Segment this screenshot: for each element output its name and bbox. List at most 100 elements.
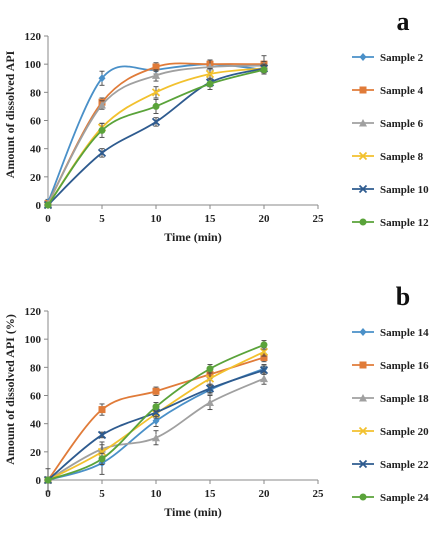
chart-a-x-tick-label: 20 bbox=[259, 213, 271, 225]
chart-b-svg: 0 5 10 15 20 25 0 20 40 60 80 100 120 Time (min) Amoun… bbox=[3, 282, 429, 519]
chart-b-x-tick-label: 15 bbox=[205, 488, 217, 500]
chart-b-legend-marker bbox=[359, 493, 367, 501]
chart-a-series-6 bbox=[44, 65, 268, 209]
chart-b-data-point bbox=[259, 366, 269, 375]
chart-a-legend-marker bbox=[359, 53, 367, 61]
chart-a-data-point bbox=[152, 71, 160, 79]
chart-a-legend-entry: Sample 6 bbox=[352, 118, 424, 130]
chart-b-legend-marker bbox=[358, 459, 368, 469]
chart-b-legend-entry: Sample 16 bbox=[352, 360, 429, 372]
chart-a-data-point bbox=[44, 201, 52, 209]
chart-b-data-point bbox=[97, 430, 107, 440]
chart-a-data-point bbox=[151, 88, 161, 97]
chart-a-data-point bbox=[206, 80, 214, 88]
chart-a-data-point bbox=[260, 66, 268, 74]
chart-b-y-tick-label: 0 bbox=[36, 475, 42, 487]
chart-b-legend-entry: Sample 14 bbox=[352, 327, 429, 339]
chart-b-data-point bbox=[260, 353, 268, 361]
chart-b-x-tick-label: 0 bbox=[45, 488, 51, 500]
chart-a-data-point bbox=[152, 102, 160, 110]
chart-b-legend-entry: Sample 18 bbox=[352, 393, 429, 405]
chart-b-legend-marker bbox=[358, 426, 368, 436]
chart-b-x-tick-label: 10 bbox=[151, 488, 163, 500]
chart-b-data-point bbox=[152, 387, 160, 395]
chart-b-legend-label: Sample 22 bbox=[380, 459, 429, 471]
chart-b-data-point bbox=[98, 455, 106, 463]
chart-a-legend-entry: Sample 8 bbox=[352, 151, 424, 163]
chart-b-legend-marker bbox=[359, 394, 367, 402]
chart-a-panel-label: a bbox=[397, 7, 410, 36]
chart-a-legend-entry: Sample 12 bbox=[352, 217, 429, 229]
chart-b-data-point bbox=[206, 398, 214, 407]
chart-a-y-tick-label: 60 bbox=[30, 116, 42, 128]
chart-a-data-point bbox=[97, 148, 107, 158]
chart-b-data-point bbox=[205, 374, 215, 383]
chart-b-y-tick-label: 80 bbox=[30, 362, 42, 374]
chart-b-y-axis-title: Amount of dissolved API (%) bbox=[3, 314, 17, 465]
chart-b-panel-label: b bbox=[396, 282, 410, 311]
chart-b-data-point bbox=[152, 416, 160, 425]
chart-a-svg: 0 5 10 15 20 25 0 20 40 60 80 100 120 Time (min) Amoun… bbox=[3, 7, 429, 244]
chart-a-data-point bbox=[152, 63, 160, 71]
chart-a-x-tick-label: 10 bbox=[151, 213, 163, 225]
chart-a-data-point bbox=[151, 117, 161, 127]
chart-a-legend-marker bbox=[358, 151, 368, 161]
chart-a-x-tick-label: 5 bbox=[99, 213, 105, 225]
chart-a-legend-label: Sample 6 bbox=[380, 118, 424, 130]
chart-a-series-line bbox=[47, 64, 265, 205]
chart-b-legend-label: Sample 16 bbox=[380, 360, 429, 372]
chart-a-legend-label: Sample 8 bbox=[380, 151, 424, 163]
chart-a-y-axis-title: Amount of dissolved API bbox=[3, 50, 17, 178]
chart-a-x-axis-title: Time (min) bbox=[164, 230, 221, 244]
chart-a-x-tick-label: 0 bbox=[45, 213, 51, 225]
chart-b-data-point bbox=[152, 433, 160, 442]
chart-a-data-point bbox=[98, 101, 106, 109]
chart-a-x-tick-label: 15 bbox=[205, 213, 217, 225]
chart-a-legend-entry: Sample 4 bbox=[352, 85, 424, 97]
chart-b-x-tick-label: 5 bbox=[99, 488, 105, 500]
chart-b-legend-entry: Sample 22 bbox=[352, 459, 429, 471]
chart-a-y-tick-label: 20 bbox=[30, 172, 42, 184]
chart-a-series-4 bbox=[43, 63, 269, 210]
chart-a-series-line bbox=[47, 62, 265, 205]
chart-b-legend-label: Sample 14 bbox=[380, 327, 429, 339]
chart-b-data-point bbox=[260, 341, 268, 349]
chart-a-series-1 bbox=[44, 59, 268, 207]
chart-a-y-tick-label: 0 bbox=[36, 200, 42, 212]
chart-b-data-point bbox=[152, 403, 160, 411]
chart-a-y-tick-label: 120 bbox=[25, 31, 42, 43]
chart-b-y-tick-label: 40 bbox=[30, 419, 42, 431]
chart-b-data-point bbox=[206, 365, 214, 373]
chart-a-data-point bbox=[205, 69, 215, 79]
chart-a-data-point bbox=[98, 126, 106, 134]
chart-b-legend-entry: Sample 20 bbox=[352, 426, 429, 438]
chart-a-series-3 bbox=[44, 59, 268, 208]
chart-b-legend-entry: Sample 24 bbox=[352, 492, 429, 504]
chart-a-legend-marker bbox=[359, 86, 367, 94]
chart-b-y-tick-label: 20 bbox=[30, 447, 42, 459]
chart-b-data-point bbox=[98, 406, 106, 414]
chart-a-y-tick-label: 100 bbox=[25, 59, 42, 71]
chart-b-x-tick-label: 25 bbox=[313, 488, 325, 500]
chart-a-series-line bbox=[47, 63, 265, 203]
chart-b-y-tick-label: 120 bbox=[25, 306, 42, 318]
chart-a-legend-label: Sample 10 bbox=[380, 184, 429, 196]
chart-b-legend-marker bbox=[359, 361, 367, 369]
chart-b-data-point bbox=[44, 476, 52, 484]
chart-a-legend-label: Sample 4 bbox=[380, 85, 424, 97]
chart-b-series-1 bbox=[44, 364, 268, 484]
chart-b-data-point bbox=[205, 384, 215, 393]
chart-a-legend-entry: Sample 2 bbox=[352, 52, 424, 64]
chart-b-data-point bbox=[259, 347, 269, 356]
chart-b-data-point bbox=[151, 408, 161, 417]
chart-a-legend-entry: Sample 10 bbox=[352, 184, 429, 196]
chart-a-series-5 bbox=[43, 63, 269, 210]
chart-a-legend-label: Sample 12 bbox=[380, 217, 429, 229]
chart-b-legend-marker bbox=[359, 328, 367, 336]
chart-b-x-axis-title: Time (min) bbox=[164, 505, 221, 519]
chart-b-legend-label: Sample 20 bbox=[380, 426, 429, 438]
chart-a-x-tick-label: 25 bbox=[313, 213, 325, 225]
chart-a-y-tick-label: 40 bbox=[30, 144, 42, 156]
chart-panel-b: 0 5 10 15 20 25 0 20 40 60 80 100 120 Time (min) Amoun… bbox=[0, 275, 445, 550]
chart-b-legend-label: Sample 24 bbox=[380, 492, 429, 504]
